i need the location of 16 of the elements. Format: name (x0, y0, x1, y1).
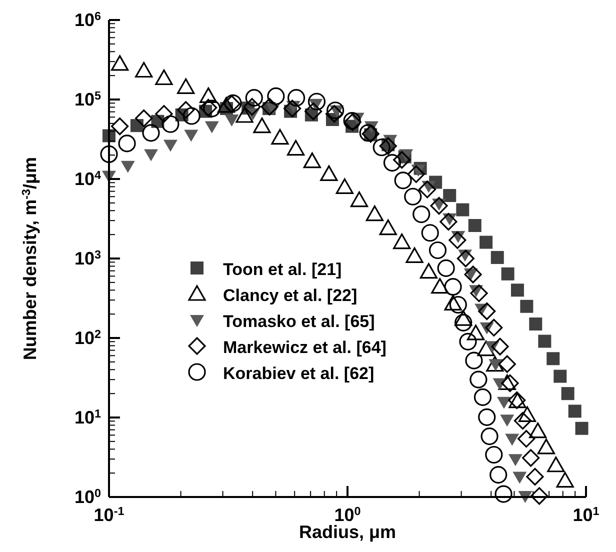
y-tick-label: 10$^{6}$ (74, 10, 102, 30)
y-tick-label: 10$^{5}$ (74, 89, 102, 110)
x-tick-label: 10$^{0}$ (334, 504, 362, 525)
x-tick-label: 10$^{1}$ (572, 504, 600, 525)
x-tick-label: 10$^{-1}$ (94, 504, 125, 525)
y-tick-label: 10$^{2}$ (74, 328, 102, 348)
legend-label: Markewicz et al. [64] (223, 338, 386, 357)
legend-label: Toon et al. [21] (223, 260, 342, 279)
y-tick-label: 10$^{3}$ (74, 248, 102, 268)
y-tick-label: 10$^{4}$ (74, 168, 102, 189)
x-axis-title: Radius, μm (298, 522, 396, 542)
legend-label: Clancy et al. [22] (223, 286, 358, 305)
y-tick-label: 10$^{1}$ (74, 407, 102, 428)
y-tick-label: 10$^{0}$ (74, 486, 102, 507)
legend-label: Korabiev et al. [62] (223, 364, 374, 383)
legend-label: Tomasko et al. [65] (223, 312, 375, 331)
